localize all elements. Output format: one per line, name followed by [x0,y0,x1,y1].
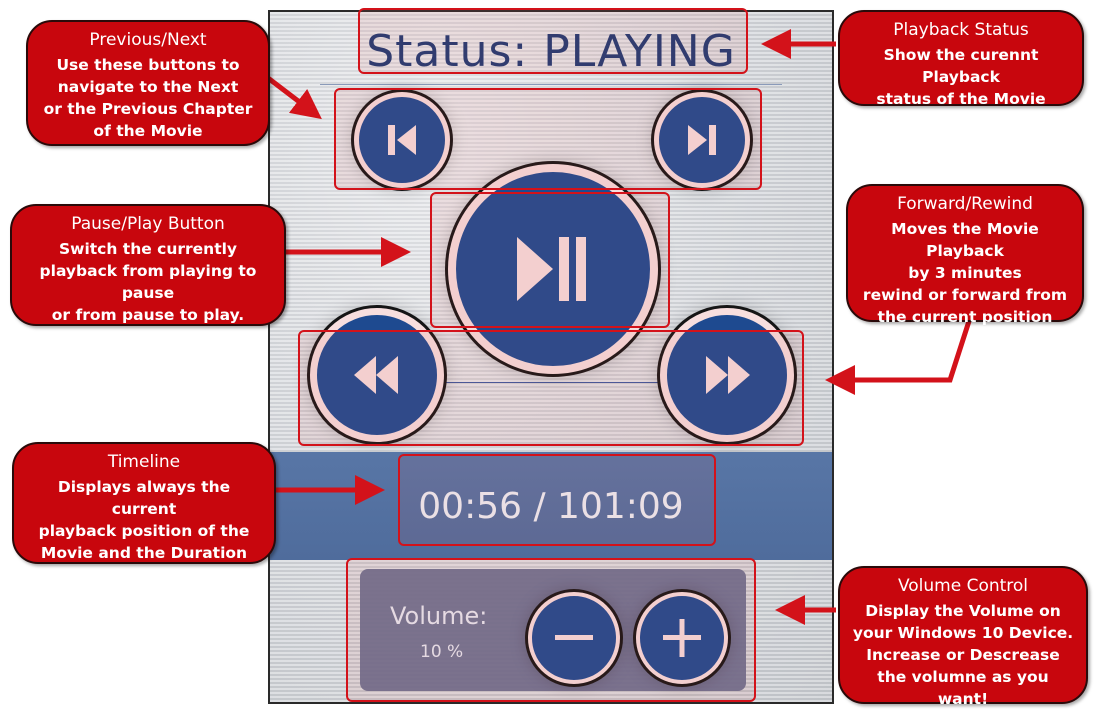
callout-title: Pause/Play Button [71,214,225,234]
callout-body: Switch the currently playback from playi… [39,240,257,324]
volume-up-button[interactable] [636,592,728,684]
callout-timeline: Timeline Displays always the current pla… [12,442,276,564]
callout-title: Previous/Next [89,30,207,50]
controls-divider [410,382,692,383]
callout-body: Use these buttons to navigate to the Nex… [43,56,253,140]
callout-body: Moves the Movie Playback by 3 minutes re… [862,220,1068,326]
timeline-text: 00:56 / 101:09 [418,486,684,527]
volume-label: Volume: [390,602,488,630]
callout-title: Playback Status [893,20,1029,40]
timeline-band [270,452,832,560]
callout-previous-next: Previous/Next Use these buttons to navig… [26,20,270,146]
playback-status-text: Status: PLAYING [366,26,736,77]
play-pause-button[interactable] [448,164,658,374]
callout-title: Volume Control [897,576,1029,596]
next-chapter-button[interactable] [654,92,750,188]
rewind-icon [354,356,398,394]
play-pause-icon [517,237,586,301]
fast-forward-icon [706,356,750,394]
callout-body: Display the Volume on your Windows 10 De… [852,602,1074,708]
status-divider [320,84,782,85]
volume-down-button[interactable] [528,592,620,684]
callout-title: Timeline [107,452,181,472]
minus-icon [555,635,593,640]
callout-volume-control: Volume Control Display the Volume on you… [838,566,1088,708]
callout-body: Show the curennt Playback status of the … [876,46,1046,108]
previous-chapter-button[interactable] [354,92,450,188]
callout-body: Displays always the current playback pos… [38,478,250,562]
media-remote-app: Status: PLAYING [268,10,834,704]
callout-pause-play: Pause/Play Button Switch the currently p… [10,204,286,326]
skip-next-icon [688,125,716,155]
plus-icon [663,619,701,657]
callout-playback-status: Playback Status Show the curennt Playbac… [838,10,1084,108]
callout-forward-rewind: Forward/Rewind Moves the Movie Playback … [846,184,1084,326]
callout-title: Forward/Rewind [897,194,1033,214]
volume-value: 10 % [420,642,464,662]
skip-previous-icon [388,125,416,155]
